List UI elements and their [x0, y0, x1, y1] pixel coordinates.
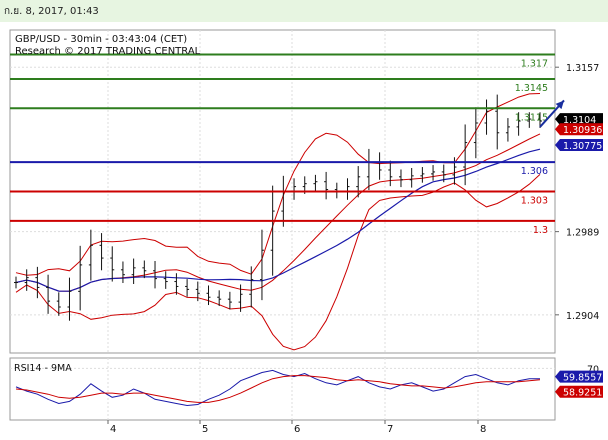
- rsi-title: RSI14 - 9MA: [14, 363, 72, 374]
- x-tick-label-2: 6: [294, 424, 300, 435]
- price-tag-bg-1: [555, 123, 603, 136]
- rsi-lines: [15, 369, 541, 407]
- candlesticks: [14, 94, 542, 321]
- title-bar: ก.ย. 8, 2017, 01:43: [0, 0, 608, 22]
- level-label-5: 1.3: [533, 225, 548, 236]
- x-axis-ticks: 4 5 6 7 8: [107, 420, 486, 435]
- x-tick-label-4: 8: [480, 424, 486, 435]
- arrow-head: [555, 100, 564, 110]
- rsi-tag-label-1: 58.9251: [563, 388, 602, 399]
- chart-subtitle: Research © 2017 TRADING CENTRAL: [15, 46, 201, 57]
- support-resistance-levels: 1.317 1.3145 1.3115 1.306 1.303 1.3: [10, 53, 555, 236]
- rsi-y-tick-label: 70: [587, 364, 599, 375]
- level-label-0: 1.317: [521, 58, 548, 69]
- y-axis-ticks: 1.3157 1.2989 1.2904 70: [555, 63, 599, 375]
- forecast-arrow: [539, 99, 565, 128]
- price-tag-label-2: 1.30775: [563, 141, 602, 152]
- rsi-panel: [9, 357, 556, 421]
- price-tag-bg-2: [555, 139, 603, 152]
- price-tag-label-0: 1.3104: [563, 115, 596, 126]
- bollinger-lower-line: [15, 174, 541, 351]
- rsi-tag-bg-0: [555, 370, 603, 383]
- level-label-4: 1.303: [521, 196, 548, 207]
- timestamp-label: ก.ย. 8, 2017, 01:43: [4, 6, 99, 17]
- rsi-tag-bg-1: [555, 385, 603, 398]
- chart-title: GBP/USD - 30min - 03:43:04 (CET): [15, 34, 187, 45]
- x-tick-label-3: 7: [387, 424, 393, 435]
- rsi-tag-label-0: 59.8557: [563, 373, 602, 384]
- price-tag-label-1: 1.30936: [563, 125, 602, 136]
- rsi-series-rsi-ma: [15, 375, 541, 403]
- y-tick-label-0: 1.3157: [566, 63, 599, 74]
- level-label-1: 1.3145: [515, 83, 548, 94]
- rsi-series-rsi: [15, 369, 540, 407]
- level-label-2: 1.3115: [515, 112, 548, 123]
- x-tick-label-1: 5: [202, 424, 208, 435]
- moving-average-line: [15, 148, 541, 292]
- moving-average-path: [15, 148, 541, 292]
- y-tick-label-1: 1.2989: [566, 228, 599, 239]
- price-tag-bg-0: [555, 113, 603, 126]
- x-tick-label-0: 4: [110, 424, 116, 435]
- level-label-3: 1.306: [521, 166, 548, 177]
- y-tick-label-2: 1.2904: [566, 311, 599, 322]
